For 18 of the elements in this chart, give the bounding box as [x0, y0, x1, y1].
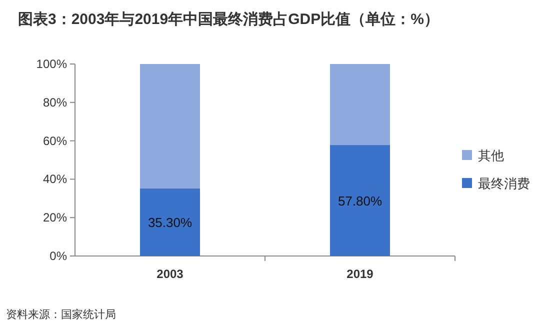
bar — [330, 64, 390, 146]
legend-label: 最终消费 — [478, 176, 530, 191]
bar — [140, 64, 200, 188]
y-tick-label: 0% — [50, 249, 68, 263]
text: 资料来源：国家统计局 — [6, 308, 116, 321]
legend-label: 其他 — [478, 148, 504, 163]
chart-title: 图表3：2003年与2019年中国最终消费占GDP比值（单位：%） — [18, 11, 439, 28]
data-label: 57.80% — [338, 194, 382, 209]
y-tick-label: 40% — [42, 172, 68, 186]
x-tick-label: 2019 — [346, 267, 374, 281]
bar — [330, 145, 390, 256]
y-tick-label: 100% — [36, 57, 68, 71]
x-tick-label: 2003 — [156, 267, 184, 281]
y-tick-label: 20% — [42, 210, 68, 225]
bar — [140, 188, 200, 256]
y-tick-label: 80% — [42, 95, 68, 110]
data-label: 35.30% — [148, 215, 192, 230]
y-tick-label: 60% — [42, 134, 68, 148]
